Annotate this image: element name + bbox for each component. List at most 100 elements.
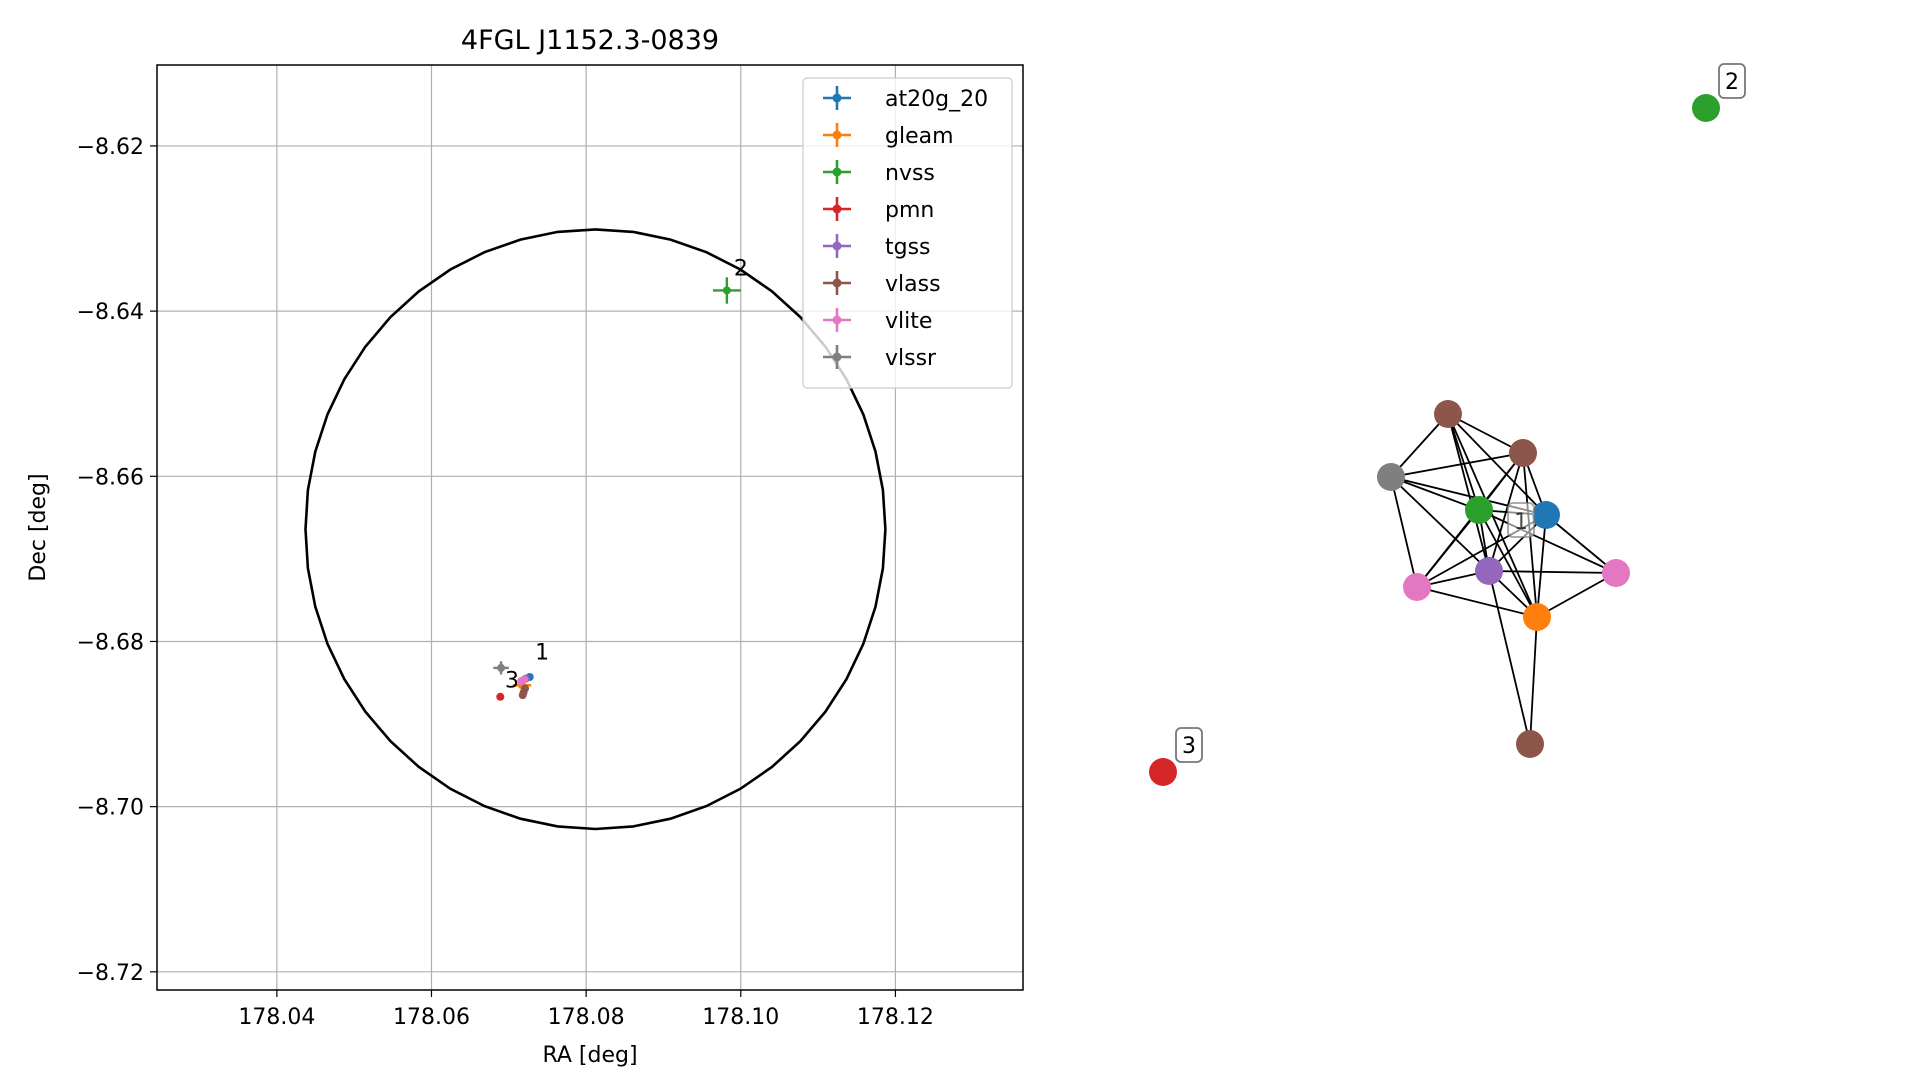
network-node [1149, 758, 1177, 786]
legend-label: vlssr [885, 346, 937, 371]
legend-label: nvss [885, 161, 935, 186]
legend-marker [832, 204, 842, 214]
network-edge [1447, 413, 1480, 511]
network-edge [1390, 413, 1449, 478]
localization-circle [304, 228, 887, 831]
y-tick-label: −8.62 [77, 135, 144, 160]
marker [496, 692, 505, 701]
legend-marker [832, 278, 842, 288]
y-tick-label: −8.72 [77, 961, 144, 986]
point-annotation: 2 [734, 257, 748, 282]
marker [497, 663, 506, 672]
network-node [1523, 603, 1551, 631]
annotations-layer: 1 2 3 [505, 257, 748, 694]
network-edge [1447, 413, 1547, 516]
data-point-vlssr [493, 661, 509, 675]
marker [521, 684, 530, 693]
legend-item-at20g_20: at20g_20 [823, 86, 988, 112]
legend-label: at20g_20 [885, 87, 988, 112]
network-edge [1478, 509, 1617, 574]
node-label-box [1175, 727, 1203, 763]
legend-label: gleam [885, 124, 954, 149]
data-point-pmn [496, 692, 505, 701]
x-tick-label: 178.10 [702, 1005, 779, 1030]
chart-title: 4FGL J1152.3-0839 [461, 25, 719, 56]
data-point-vlite [520, 675, 529, 684]
point-annotation: 1 [535, 641, 549, 666]
network-edge [1390, 476, 1480, 511]
data-point-nvss [712, 277, 741, 304]
network-edge [1536, 514, 1547, 618]
network-node [1403, 573, 1431, 601]
network-node [1532, 501, 1560, 529]
marker [518, 691, 527, 700]
node-label: 2 [1725, 70, 1739, 95]
x-tick-label: 178.12 [857, 1005, 934, 1030]
cluster-label: 1 [1514, 510, 1528, 535]
legend-item-vlssr: vlssr [823, 345, 937, 371]
x-tick-label: 178.08 [548, 1005, 625, 1030]
legend-marker [832, 167, 842, 177]
legend-item-tgss: tgss [823, 234, 931, 260]
network-edge [1478, 509, 1538, 618]
axes-frame [156, 64, 1024, 991]
data-point-vlass [521, 684, 530, 693]
network-node-labels: 2 3 1 [1175, 63, 1746, 763]
node-label-box [1718, 63, 1746, 99]
marker [520, 675, 529, 684]
y-tick-label: −8.70 [77, 796, 144, 821]
legend-label: pmn [885, 198, 934, 223]
legend-item-nvss: nvss [823, 160, 935, 186]
network-node [1377, 463, 1405, 491]
legend-marker [832, 352, 842, 362]
marker [722, 286, 731, 295]
legend-item-vlass: vlass [823, 271, 941, 297]
network-edge [1488, 570, 1531, 745]
network-edge [1529, 616, 1538, 745]
network-edge [1390, 476, 1418, 588]
network-node [1475, 557, 1503, 585]
network-node [1516, 730, 1544, 758]
legend-label: tgss [885, 235, 931, 260]
legend-marker [832, 315, 842, 325]
legend-label: vlass [885, 272, 941, 297]
legend-marker [832, 130, 842, 140]
localization-ellipse-layer [304, 228, 887, 831]
network-edge [1545, 514, 1617, 574]
network-edge [1447, 413, 1524, 454]
y-tick-label: −8.68 [77, 630, 144, 655]
legend-item-vlite: vlite [823, 308, 932, 334]
y-axis-label: Dec [deg] [26, 473, 51, 581]
network-node [1602, 559, 1630, 587]
network-edge [1390, 452, 1524, 478]
network-edge [1536, 572, 1617, 618]
legend-label: vlite [885, 309, 932, 334]
radio-source-scatter-chart: 1 2 3 178.04 178.06 178.08 178.10 178.12 −8.62 −… [26, 25, 1024, 1068]
network-edge [1416, 586, 1538, 618]
network-node [1509, 439, 1537, 467]
crossmatch-network-graph: 2 3 1 [1149, 63, 1746, 786]
network-edge [1416, 509, 1480, 588]
network-node [1434, 400, 1462, 428]
network-node [1465, 496, 1493, 524]
legend-item-pmn: pmn [823, 197, 934, 223]
y-tick-label: −8.64 [77, 300, 144, 325]
network-edge [1488, 570, 1617, 574]
network-edge [1447, 413, 1490, 572]
x-axis-label: RA [deg] [542, 1043, 637, 1068]
legend-marker [832, 93, 842, 103]
node-label: 3 [1182, 734, 1196, 759]
data-point-vlass [518, 691, 527, 700]
legend-item-gleam: gleam [823, 123, 954, 149]
ticks-layer: 178.04 178.06 178.08 178.10 178.12 −8.62 −8.64… [77, 135, 934, 1030]
network-nodes [1149, 94, 1720, 786]
point-annotation: 3 [505, 669, 519, 694]
cluster-label-box [1507, 502, 1535, 538]
legend-box [802, 77, 1013, 389]
network-node [1692, 94, 1720, 122]
x-tick-label: 178.06 [393, 1005, 470, 1030]
legend-marker [832, 241, 842, 251]
grid-lines [157, 65, 1023, 990]
